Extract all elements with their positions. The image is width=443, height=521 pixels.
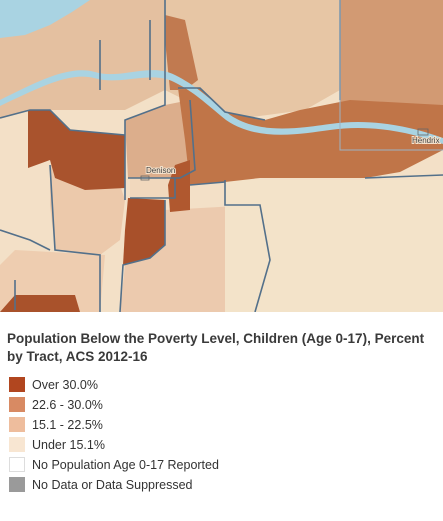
legend-label: Over 30.0% — [32, 377, 99, 392]
tract-bottom-dark — [0, 295, 80, 312]
legend-label: Under 15.1% — [32, 437, 105, 452]
legend-label: No Data or Data Suppressed — [32, 477, 193, 492]
lake-north — [0, 0, 90, 38]
legend-item-over-30: Over 30.0% — [9, 376, 98, 393]
legend-swatch — [9, 437, 25, 452]
tract-west-upper — [0, 0, 165, 118]
legend-label: 15.1 - 22.5% — [32, 417, 103, 432]
tract-boundaries — [0, 0, 443, 312]
choropleth-map[interactable]: Denison Hendrix — [0, 0, 443, 312]
place-label-hendrix: Hendrix — [412, 136, 440, 145]
red-river — [0, 70, 443, 144]
map-canvas: Denison Hendrix — [0, 0, 443, 312]
tract-west-dark — [28, 110, 125, 190]
legend-item-no-population: No Population Age 0-17 Reported — [9, 456, 219, 473]
city-marker-hendrix — [417, 128, 429, 136]
legend-swatch — [9, 457, 25, 472]
legend-swatch — [9, 377, 25, 392]
tract-south-dark — [123, 198, 165, 265]
legend-swatch — [9, 417, 25, 432]
county-boundary — [339, 0, 443, 151]
tract-north-strip — [165, 15, 198, 90]
legend-label: No Population Age 0-17 Reported — [32, 457, 219, 472]
legend-title: Population Below the Poverty Level, Chil… — [7, 331, 425, 364]
tract-center-pale — [130, 178, 175, 198]
legend-swatch — [9, 397, 25, 412]
tract-center-dark — [168, 160, 190, 212]
legend-item-15-22: 15.1 - 22.5% — [9, 416, 103, 433]
tract-north-central — [95, 0, 340, 120]
tract-center-denison — [125, 100, 195, 178]
tract-east-riverfront — [178, 88, 443, 185]
place-label-denison: Denison — [146, 166, 175, 175]
map-legend: Population Below the Poverty Level, Chil… — [0, 312, 443, 521]
city-marker-denison — [140, 175, 150, 181]
legend-item-under-15: Under 15.1% — [9, 436, 105, 453]
legend-item-no-data: No Data or Data Suppressed — [9, 476, 193, 493]
legend-swatch — [9, 477, 25, 492]
legend-item-22-30: 22.6 - 30.0% — [9, 396, 103, 413]
tract-east-pale — [225, 180, 443, 312]
legend-label: 22.6 - 30.0% — [32, 397, 103, 412]
